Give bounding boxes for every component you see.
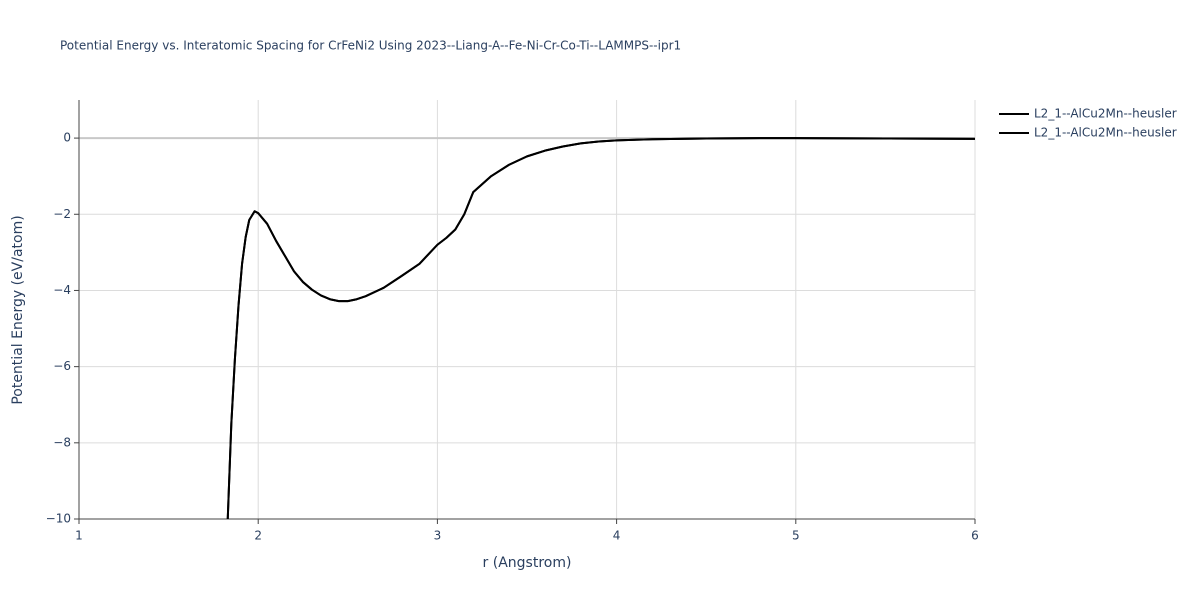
y-tick-label: −4: [53, 283, 71, 297]
series-line: [226, 137, 975, 520]
y-tick-label: −6: [53, 359, 71, 373]
legend-label: L2_1--AlCu2Mn--heusler: [1034, 107, 1177, 121]
x-tick-label: 4: [613, 529, 621, 543]
chart-title: Potential Energy vs. Interatomic Spacing…: [60, 39, 681, 53]
y-tick-label: −10: [46, 512, 71, 526]
plot-area: [226, 137, 975, 520]
legend: L2_1--AlCu2Mn--heusler L2_1--AlCu2Mn--heu…: [999, 107, 1177, 140]
x-tick-label: 6: [971, 529, 979, 543]
x-tick-label: 3: [434, 529, 442, 543]
y-axis-title: Potential Energy (eV/atom): [10, 215, 26, 404]
x-tick-label: 2: [254, 529, 262, 543]
legend-label: L2_1--AlCu2Mn--heusler: [1034, 126, 1177, 140]
y-tick-label: −8: [53, 435, 71, 449]
x-tick-label: 1: [75, 529, 83, 543]
grid: 1 2 3 4 5 6 −10 −8 −6 −4 −2 0: [46, 100, 979, 543]
series-line: [226, 137, 975, 520]
y-tick-label: 0: [63, 131, 71, 145]
x-axis-title: r (Angstrom): [483, 555, 572, 571]
y-tick-label: −2: [53, 207, 71, 221]
x-tick-label: 5: [792, 529, 800, 543]
